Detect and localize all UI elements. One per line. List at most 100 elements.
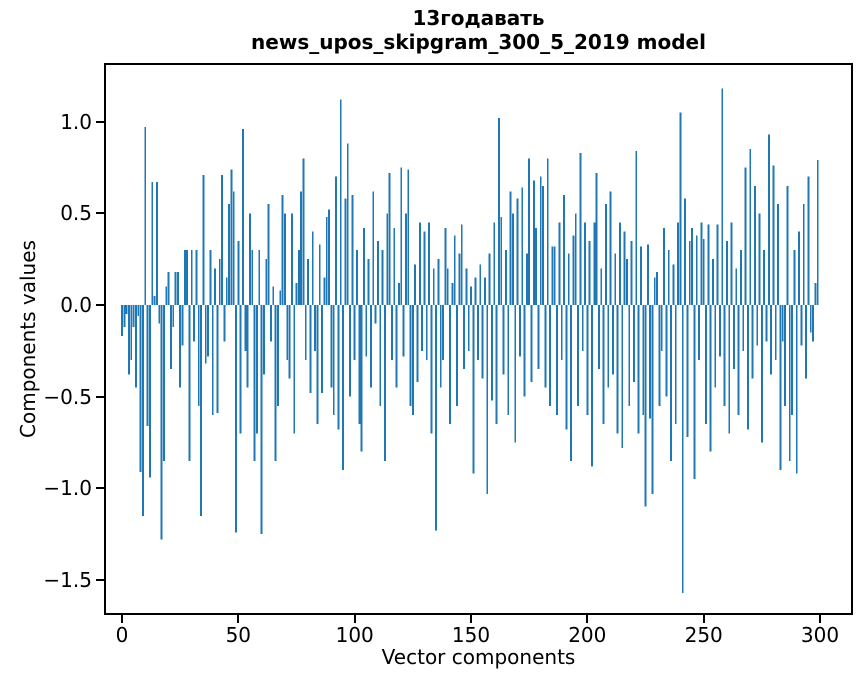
bar	[549, 305, 552, 406]
bar	[263, 305, 265, 375]
bar	[723, 305, 726, 406]
bar	[404, 213, 407, 305]
bar	[551, 246, 554, 305]
bar	[258, 250, 261, 305]
bar	[502, 305, 505, 375]
bar	[472, 305, 475, 474]
bar	[265, 259, 268, 305]
bar	[202, 174, 205, 305]
bar	[335, 176, 337, 305]
bar	[656, 272, 659, 305]
bar	[753, 185, 756, 305]
bar	[411, 305, 414, 415]
bar	[600, 268, 603, 305]
bar	[577, 305, 579, 406]
bar	[267, 204, 270, 305]
bar	[323, 277, 326, 305]
bar	[802, 204, 805, 305]
bar	[297, 250, 300, 305]
bar	[344, 198, 347, 305]
bar	[428, 222, 431, 305]
bar	[684, 198, 686, 305]
bar	[128, 305, 130, 375]
bar	[625, 259, 628, 305]
bar	[735, 268, 738, 305]
bar	[204, 305, 207, 364]
y-tick-label: −1.0	[43, 476, 92, 501]
bar	[379, 305, 382, 406]
bar	[332, 305, 335, 415]
bar	[798, 231, 800, 305]
bar	[435, 305, 438, 531]
bar	[612, 305, 614, 375]
bar	[751, 305, 754, 379]
bar	[421, 305, 424, 351]
bar	[719, 305, 721, 357]
bar	[642, 305, 645, 415]
bar	[446, 268, 449, 305]
bar	[816, 160, 819, 305]
bar	[302, 158, 305, 305]
bar	[623, 231, 626, 305]
x-tick-label: 150	[451, 623, 491, 647]
bar	[691, 228, 693, 305]
bar	[695, 235, 698, 305]
bar	[309, 305, 312, 393]
bar	[607, 305, 610, 388]
bar	[814, 283, 817, 305]
bar	[174, 272, 177, 305]
bar	[579, 152, 582, 305]
bar	[705, 305, 707, 425]
bar	[742, 305, 745, 351]
bar	[365, 305, 368, 357]
bar	[286, 305, 289, 360]
bar	[295, 283, 298, 305]
bar	[777, 204, 780, 305]
x-tick-mark	[470, 615, 472, 623]
bar	[500, 217, 503, 305]
bar	[525, 253, 528, 305]
bar	[300, 191, 303, 305]
bar	[591, 305, 593, 467]
bar	[693, 305, 696, 480]
bar	[339, 99, 342, 305]
bar	[621, 305, 624, 448]
bar	[179, 305, 182, 388]
bar	[274, 305, 277, 461]
bar	[353, 305, 356, 360]
bar	[253, 305, 256, 461]
bar	[242, 129, 244, 305]
bar	[586, 305, 589, 415]
bar	[197, 305, 200, 406]
bar	[230, 169, 233, 305]
x-tick-label: 200	[568, 623, 607, 647]
bar	[556, 305, 559, 415]
bar	[760, 305, 763, 443]
bar	[539, 176, 542, 305]
bar	[667, 250, 670, 305]
bar	[756, 305, 759, 346]
bar	[495, 305, 498, 425]
bar	[195, 250, 198, 305]
bar	[616, 305, 619, 434]
bar	[200, 305, 203, 516]
bar	[269, 305, 272, 342]
bar	[651, 305, 654, 494]
bar	[770, 305, 773, 375]
bar	[423, 231, 426, 305]
bar	[374, 305, 377, 324]
bar	[809, 305, 812, 333]
bar	[400, 167, 403, 305]
bar	[465, 268, 468, 305]
bar	[786, 185, 789, 305]
bar	[732, 305, 735, 370]
bar	[737, 305, 740, 415]
bar	[707, 224, 710, 305]
bar	[425, 305, 428, 360]
bar	[628, 305, 631, 406]
bar	[504, 250, 507, 305]
bar	[637, 305, 640, 434]
bar	[730, 222, 733, 305]
bar	[614, 253, 617, 305]
bar	[481, 305, 484, 379]
